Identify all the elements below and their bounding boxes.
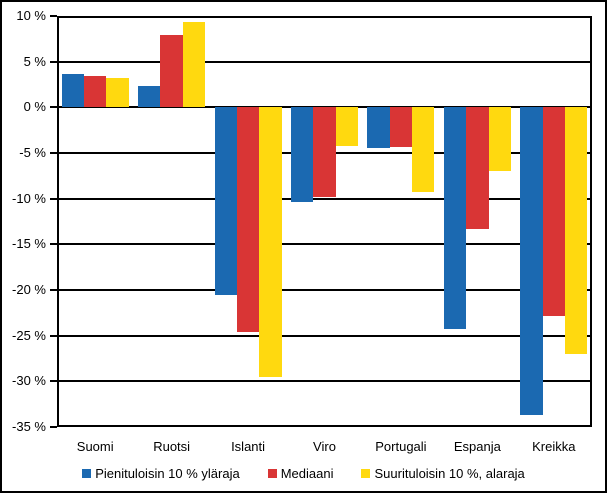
gridline — [57, 380, 592, 383]
bar-suomi-s2 — [106, 78, 129, 108]
y-tick-label: -15 % — [12, 236, 46, 252]
legend-marker-icon — [267, 469, 277, 478]
bar-espanja-s1 — [466, 107, 489, 229]
y-tick-label: -10 % — [12, 190, 46, 206]
y-tick-label: 5 % — [23, 53, 46, 69]
y-tick-label: -35 % — [12, 419, 46, 434]
y-tick — [50, 426, 57, 428]
y-tick — [50, 60, 57, 63]
bar-kreikka-s2 — [564, 107, 588, 354]
gridline — [57, 197, 592, 200]
legend-marker-icon — [361, 469, 371, 478]
legend: Pienituloisin 10 % yläraja Mediaani Suurit… — [2, 466, 605, 481]
bar-islanti-s1 — [236, 107, 260, 332]
bar-suomi-s1 — [84, 76, 107, 108]
bar-suomi-s0 — [61, 73, 85, 108]
x-category-label: Espanja — [453, 439, 501, 454]
bar-portugali-s0 — [367, 107, 390, 149]
bar-ruotsi-s1 — [160, 35, 183, 108]
y-tick-label: -30 % — [12, 373, 46, 389]
plot-border-left — [57, 16, 59, 427]
y-tick-label: -25 % — [12, 327, 46, 343]
gridline — [57, 289, 592, 291]
legend-label: Suurituloisin 10 %, alaraja — [374, 466, 525, 481]
y-tick — [50, 197, 57, 200]
bar-viro-s1 — [313, 107, 336, 197]
legend-item: Suurituloisin 10 %, alaraja — [361, 466, 525, 481]
plot-border-bottom — [57, 425, 592, 427]
y-tick-label: 0 % — [23, 99, 46, 115]
bar-ruotsi-s0 — [138, 86, 161, 108]
bar-viro-s0 — [290, 107, 314, 203]
gridline — [57, 243, 592, 246]
bar-islanti-s0 — [214, 107, 237, 295]
y-tick — [50, 243, 57, 246]
bar-espanja-s2 — [488, 107, 511, 172]
y-tick-label: 10 % — [16, 8, 46, 23]
legend-item: Mediaani — [267, 466, 334, 481]
bar-islanti-s2 — [259, 107, 282, 377]
legend-marker-icon — [82, 469, 92, 478]
x-category-label: Suomi — [76, 439, 114, 454]
x-category-label: Islanti — [231, 439, 266, 454]
y-tick — [50, 289, 57, 291]
y-tick — [50, 106, 57, 109]
bar-viro-s2 — [335, 107, 358, 146]
legend-item: Pienituloisin 10 % yläraja — [82, 466, 240, 481]
y-tick — [50, 334, 57, 337]
y-tick — [50, 380, 57, 383]
x-category-label: Viro — [313, 439, 336, 454]
x-category-label: Ruotsi — [153, 439, 191, 454]
gridline — [57, 334, 592, 337]
bar-kreikka-s0 — [520, 107, 543, 416]
bar-portugali-s1 — [389, 107, 413, 147]
plot-border-top — [57, 16, 592, 18]
y-tick — [50, 15, 57, 17]
legend-label: Pienituloisin 10 % yläraja — [95, 466, 240, 481]
legend-label: Mediaani — [280, 466, 334, 481]
x-category-label: Portugali — [375, 439, 427, 454]
bar-espanja-s0 — [443, 107, 467, 330]
y-tick-label: -20 % — [12, 282, 46, 297]
y-tick-label: -5 % — [19, 145, 46, 160]
gridline — [57, 60, 592, 63]
bar-ruotsi-s2 — [182, 22, 206, 108]
x-category-label: Kreikka — [532, 439, 576, 454]
y-tick — [50, 152, 57, 154]
plot-border-right — [590, 16, 592, 427]
plot-area — [57, 16, 592, 427]
bar-kreikka-s1 — [542, 107, 565, 317]
bar-portugali-s2 — [412, 107, 435, 193]
